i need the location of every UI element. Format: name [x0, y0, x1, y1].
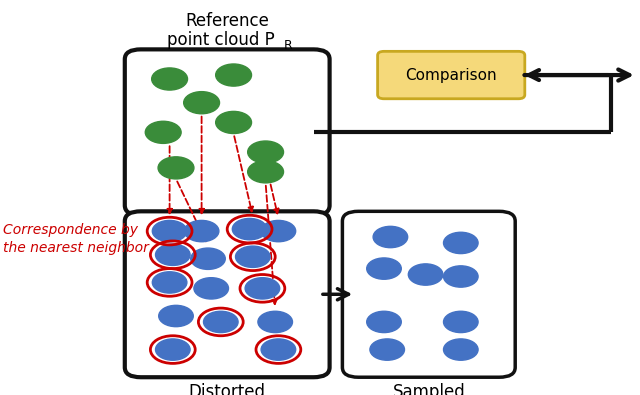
Circle shape [444, 339, 478, 360]
Circle shape [261, 339, 296, 360]
Circle shape [152, 220, 187, 242]
Circle shape [236, 246, 270, 267]
Text: point cloud P: point cloud P [167, 31, 275, 49]
Circle shape [159, 305, 193, 327]
Circle shape [248, 141, 284, 163]
Circle shape [156, 339, 190, 360]
Circle shape [444, 311, 478, 333]
Circle shape [152, 272, 187, 293]
Circle shape [444, 232, 478, 254]
Circle shape [152, 68, 188, 90]
Text: Correspondence by
the nearest neighbor: Correspondence by the nearest neighbor [3, 223, 149, 255]
Circle shape [258, 311, 292, 333]
Text: R: R [284, 39, 292, 52]
Circle shape [373, 226, 408, 248]
FancyBboxPatch shape [125, 211, 330, 377]
Circle shape [367, 311, 401, 333]
Circle shape [248, 161, 284, 183]
Text: Sampled: Sampled [392, 383, 465, 395]
Text: Comparison: Comparison [405, 68, 497, 83]
Circle shape [145, 121, 181, 143]
Circle shape [216, 111, 252, 134]
FancyBboxPatch shape [378, 51, 525, 99]
Circle shape [261, 220, 296, 242]
Text: Distorted: Distorted [189, 383, 266, 395]
Circle shape [191, 248, 225, 269]
Text: Reference: Reference [185, 11, 269, 30]
Circle shape [367, 258, 401, 279]
Circle shape [158, 157, 194, 179]
Circle shape [216, 64, 252, 86]
Circle shape [184, 220, 219, 242]
Circle shape [204, 311, 238, 333]
FancyBboxPatch shape [125, 49, 330, 215]
FancyBboxPatch shape [342, 211, 515, 377]
Circle shape [156, 244, 190, 265]
Circle shape [370, 339, 404, 360]
Circle shape [408, 264, 443, 285]
Circle shape [184, 92, 220, 114]
Circle shape [194, 278, 228, 299]
Circle shape [245, 278, 280, 299]
Circle shape [232, 218, 267, 240]
Circle shape [444, 266, 478, 287]
